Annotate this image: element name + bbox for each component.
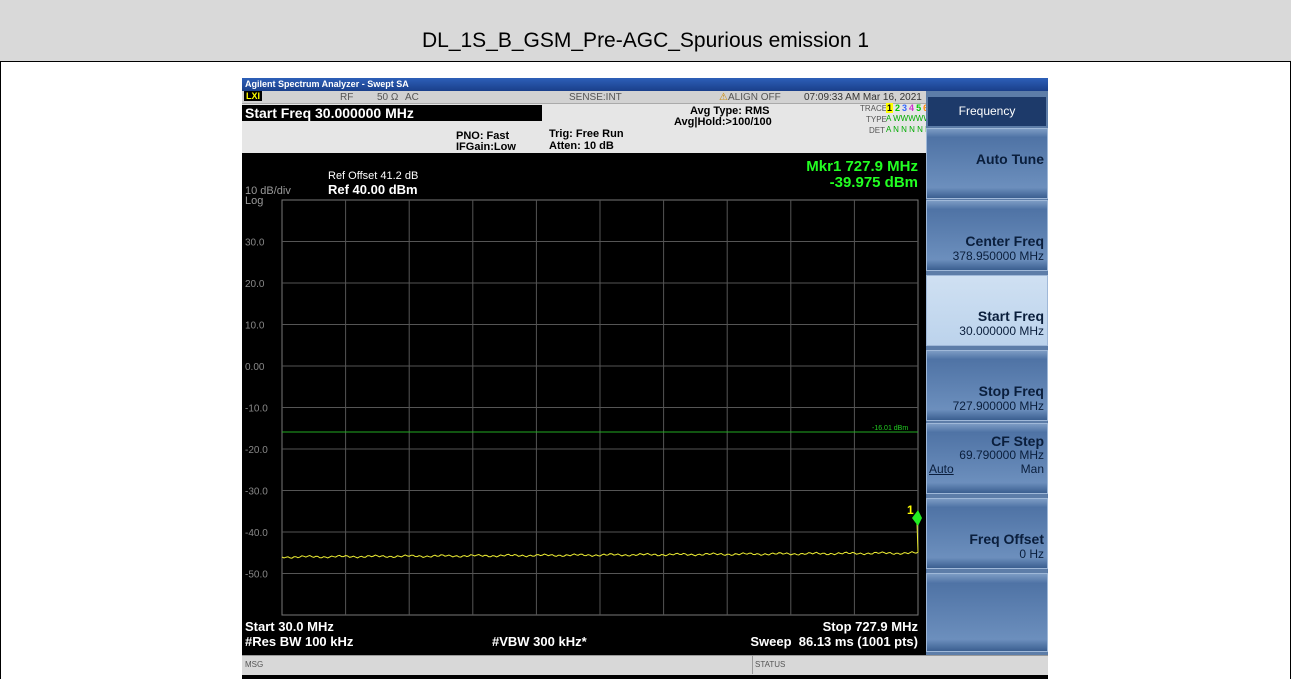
- y-label: 20.0: [245, 279, 265, 290]
- status: STATUS: [755, 660, 786, 669]
- title: DL_1S_B_GSM_Pre-AGC_Spurious emission 1: [421, 29, 870, 52]
- type-value: A WWWWW: [886, 114, 931, 123]
- log: Log: [245, 195, 264, 207]
- type-label: TYPE: [866, 115, 887, 124]
- trig: Trig: Free Run: [549, 128, 624, 140]
- softkey-value: 727.900000 MHz: [952, 399, 1044, 413]
- menu-title: Frequency: [928, 97, 1046, 126]
- rbw: #Res BW 100 kHz: [245, 634, 354, 649]
- softkey[interactable]: Stop Freq 727.900000 MHz: [926, 350, 1048, 421]
- softkey-label: CF Step: [991, 433, 1044, 449]
- align: ⚠ALIGN OFF: [719, 92, 781, 103]
- scale: 10 dB/div: [245, 185, 291, 197]
- softkey[interactable]: Start Freq 30.000000 MHz: [926, 275, 1048, 346]
- avg-type: Avg Type: RMS: [690, 105, 770, 117]
- sweep: Sweep 86.13 ms (1001 pts): [750, 634, 918, 649]
- ifgain: IFGain:Low: [456, 141, 516, 153]
- status-bar: [242, 655, 1048, 675]
- softkey-label: Start Freq: [977, 308, 1044, 324]
- trace-number: 5: [916, 103, 922, 113]
- y-label: 10.0: [245, 321, 265, 332]
- softkey[interactable]: Center Freq 378.950000 MHz: [926, 200, 1048, 271]
- softkey[interactable]: CF Step 69.790000 MHz Auto Man: [926, 423, 1048, 494]
- y-label: 0.00: [245, 362, 265, 373]
- auto-man: Auto Man: [927, 462, 1044, 476]
- vbw: #VBW 300 kHz*: [492, 634, 587, 649]
- datetime: 07:09:33 AM Mar 16, 2021: [804, 92, 922, 103]
- plot: 30.0 20.0 10.0 0.00 -10.0 -20.0 -30.0 -40.0 -50.…: [245, 199, 922, 616]
- divider: [752, 656, 753, 674]
- softkey[interactable]: Freq Offset 0 Hz: [926, 498, 1048, 569]
- stop: Stop 727.9 MHz: [822, 619, 918, 634]
- softkey-label: Freq Offset: [969, 531, 1044, 547]
- pno: PNO: Fast: [456, 130, 510, 142]
- rf: RF: [340, 92, 354, 103]
- coupling: AC: [405, 92, 419, 103]
- window-title: Agilent Spectrum Analyzer - Swept SA: [242, 78, 1048, 91]
- ref-offset: Ref Offset 41.2 dB: [328, 170, 419, 182]
- impedance: 50 Ω: [377, 92, 399, 103]
- y-label: -50.0: [245, 570, 268, 581]
- trace: [281, 522, 919, 559]
- trace-number: 1: [886, 103, 894, 113]
- softkey-value: 378.950000 MHz: [952, 249, 1044, 263]
- status-row: [242, 91, 926, 104]
- trace-numbers: 123456: [886, 103, 930, 113]
- det-label: DET: [869, 126, 885, 135]
- y-label: -40.0: [245, 528, 268, 539]
- y-label: -30.0: [245, 487, 268, 498]
- man: Man: [1020, 462, 1044, 476]
- marker-freq: Mkr1 727.9 MHz: [806, 158, 918, 175]
- avg-hold: Avg|Hold:>100/100: [674, 116, 772, 128]
- softkey[interactable]: Auto Tune: [926, 128, 1048, 199]
- ref-level: Ref 40.00 dBm: [328, 182, 418, 197]
- softkey-value: 30.000000 MHz: [959, 324, 1044, 338]
- softkey-blank: [926, 573, 1048, 652]
- marker-number: 1: [907, 503, 914, 517]
- atten: Atten: 10 dB: [549, 140, 614, 152]
- trace-number: 4: [909, 103, 915, 113]
- marker-level: -39.975 dBm: [829, 174, 918, 191]
- msg: MSG: [245, 660, 264, 669]
- sense: SENSE:INT: [569, 92, 622, 103]
- trace-number: 6: [923, 103, 928, 113]
- softkey-label: Center Freq: [965, 233, 1044, 249]
- auto: Auto: [929, 462, 954, 476]
- y-label: -20.0: [245, 445, 268, 456]
- softkey-label: Auto Tune: [975, 151, 1044, 167]
- y-label: 30.0: [245, 238, 265, 249]
- trace-label: TRACE: [860, 104, 888, 113]
- limit-label: -16.01 dBm: [872, 425, 909, 432]
- screenshot: Agilent Spectrum Analyzer - Swept SA LXI…: [242, 78, 1048, 679]
- softkey-value: 69.790000 MHz: [959, 448, 1044, 462]
- trace-number: 3: [902, 103, 908, 113]
- y-label: -10.0: [245, 404, 268, 415]
- align-text: ALIGN OFF: [727, 92, 781, 103]
- lxi: LXI: [244, 91, 263, 101]
- softkey-value: 0 Hz: [1019, 547, 1044, 561]
- trace-number: 2: [895, 103, 901, 113]
- softkey-label: Stop Freq: [978, 383, 1044, 399]
- marker-diamond: [912, 510, 922, 526]
- title-row: DL_1S_B_GSM_Pre-AGC_Spurious emission 1: [0, 0, 1291, 62]
- det-value: A N N N N N: [886, 125, 931, 134]
- start: Start 30.0 MHz: [245, 619, 334, 634]
- start-freq-setting: Start Freq 30.000000 MHz: [242, 105, 542, 121]
